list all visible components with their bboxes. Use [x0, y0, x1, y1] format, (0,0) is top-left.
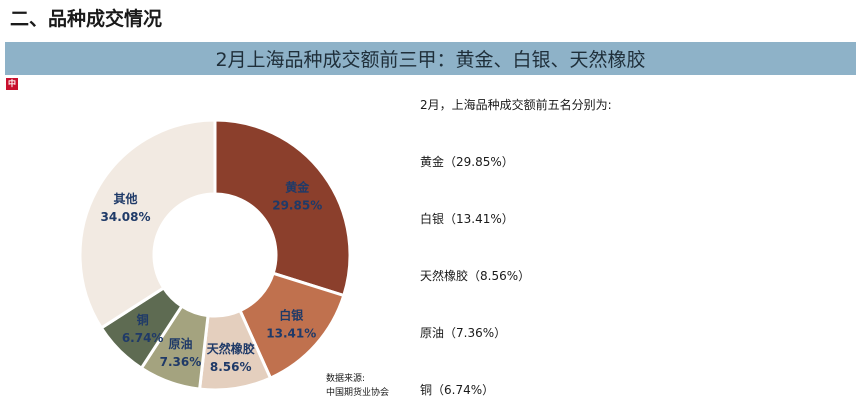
slice-3-name-label: 天然橡胶 — [207, 341, 255, 356]
slice-2-value-label: 13.41% — [266, 327, 316, 341]
rank-item-3: 天然橡胶（8.56%） — [420, 269, 531, 283]
rank-item-5: 铜（6.74%） — [420, 383, 495, 397]
slice-4-name-label: 原油 — [168, 336, 192, 351]
data-source-label: 数据来源: — [326, 374, 366, 384]
slice-6-name-label: 其他 — [113, 191, 137, 206]
brand-logo-text: 中 — [8, 79, 16, 88]
slice-1-value-label: 29.85% — [272, 199, 322, 213]
slice-3-value-label: 8.56% — [210, 360, 252, 374]
banner-title: 2月上海品种成交额前三甲：黄金、白银、天然橡胶 — [215, 49, 646, 71]
slice-1-name-label: 黄金 — [285, 180, 310, 195]
data-source: 数据来源: 中国期货业协会 — [326, 372, 389, 400]
rank-item-4: 原油（7.36%） — [420, 326, 507, 340]
slice-5-name-label: 铜 — [137, 312, 149, 327]
ranking-intro: 2月，上海品种成交额前五名分别为: — [420, 98, 612, 112]
slice-5-value-label: 6.74% — [122, 331, 164, 345]
section-title: 二、品种成交情况 — [10, 8, 163, 30]
donut-chart: 黄金 29.85% 白银 13.41% 天然橡胶 8.56% 原油 7.36% 铜 6.74% 其他… — [78, 118, 352, 392]
slice-1-wedge — [213, 118, 352, 298]
data-source-org: 中国期货业协会 — [326, 388, 390, 398]
banner: 2月上海品种成交额前三甲：黄金、白银、天然橡胶 — [5, 42, 856, 75]
rank-item-2: 白银（13.41%） — [420, 212, 514, 226]
slice-2-name-label: 白银 — [279, 308, 304, 323]
slice-4-value-label: 7.36% — [160, 355, 202, 369]
brand-logo: 中 — [6, 78, 18, 90]
slice-6-wedge — [78, 118, 217, 330]
slice-6-value-label: 34.08% — [101, 210, 151, 224]
rank-item-1: 黄金（29.85%） — [420, 155, 514, 169]
